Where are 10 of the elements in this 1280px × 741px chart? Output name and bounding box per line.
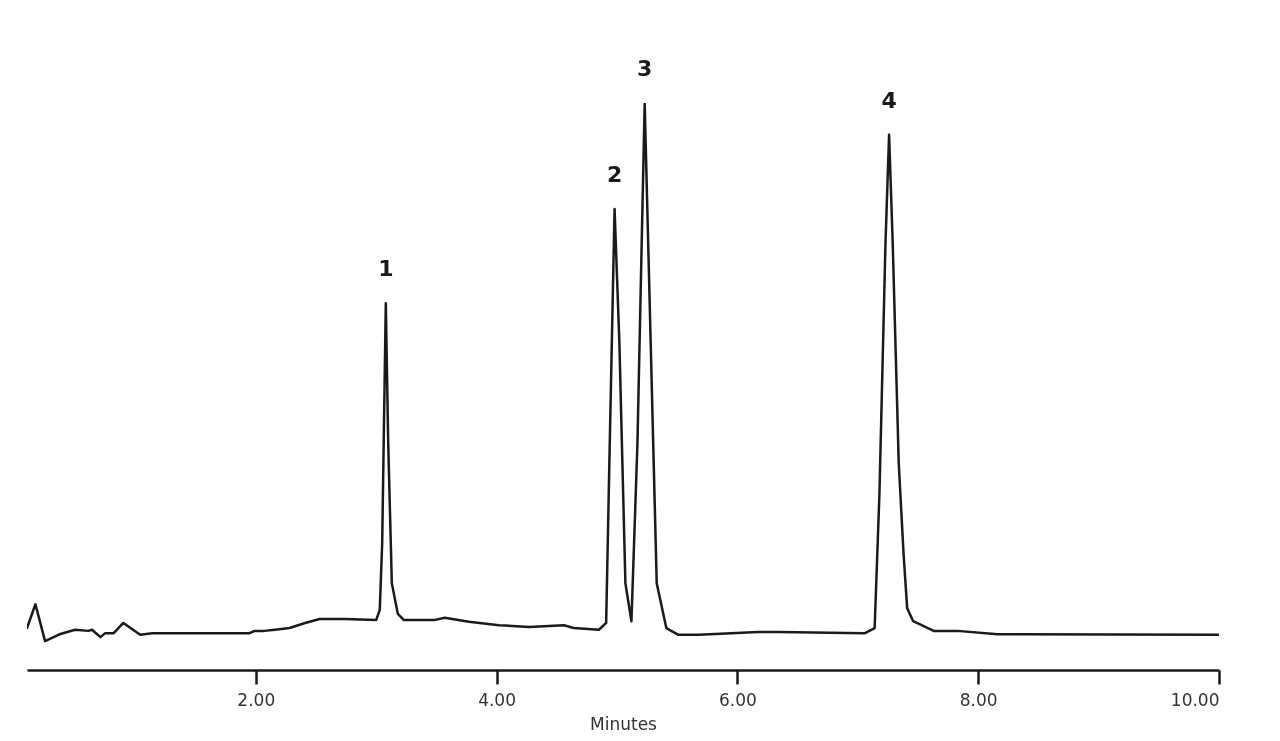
x-tick-label: 2.00 <box>237 689 276 710</box>
x-tick-label: 8.00 <box>959 689 998 710</box>
x-axis-title: Minutes <box>590 713 658 734</box>
x-tick-label: 4.00 <box>478 689 517 710</box>
annotation: 1 <box>378 256 394 282</box>
x-tick-label: 10.00 <box>1170 689 1220 710</box>
annotation: 4 <box>881 87 897 113</box>
x-tick-label: 6.00 <box>718 689 757 710</box>
annotation: 2 <box>606 162 623 188</box>
annotation: 3 <box>637 56 653 81</box>
